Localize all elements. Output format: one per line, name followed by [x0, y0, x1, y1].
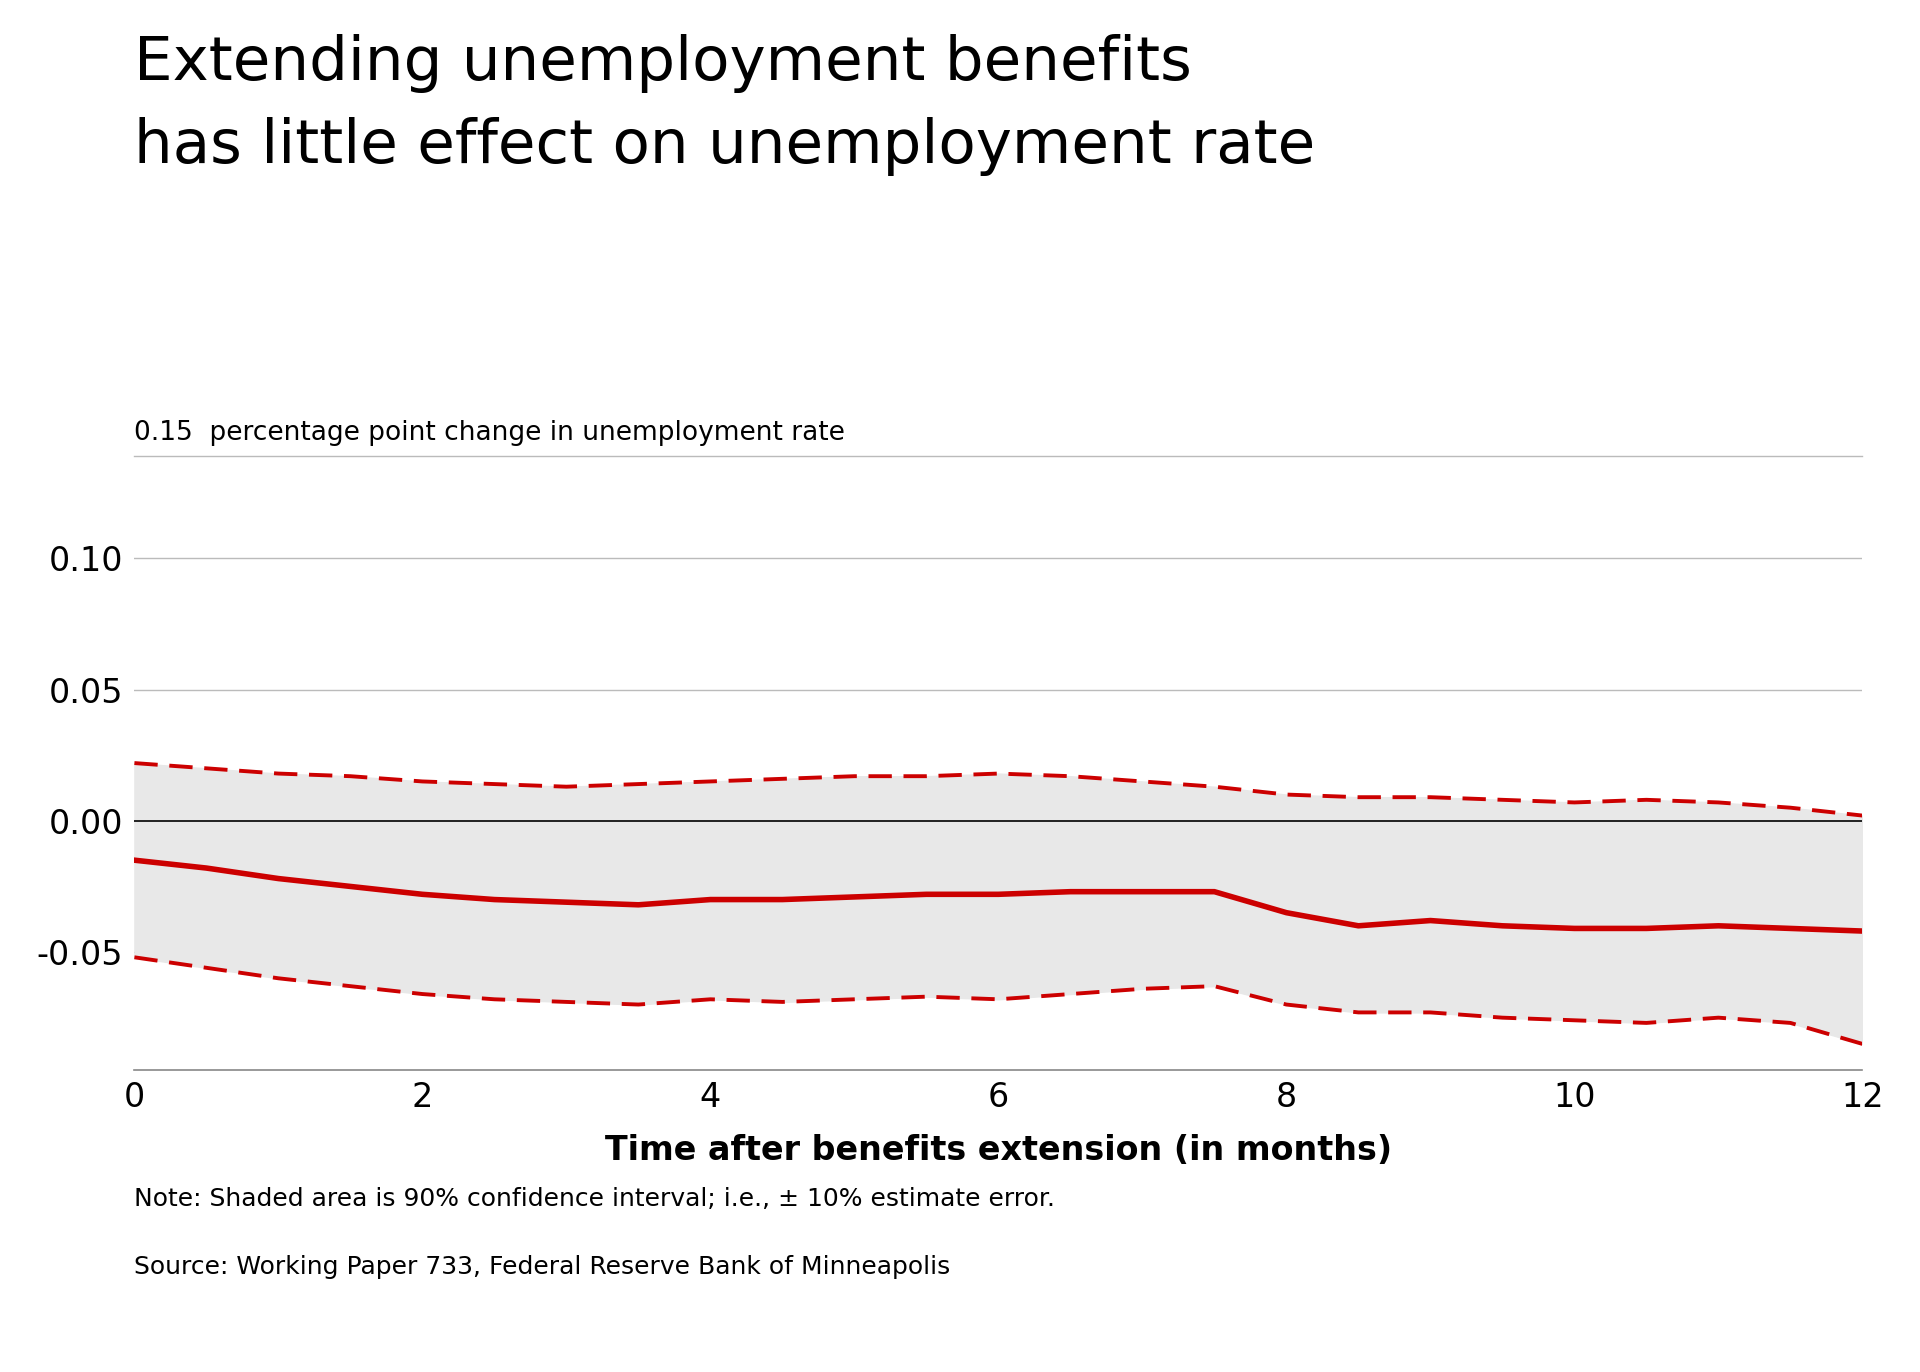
- X-axis label: Time after benefits extension (in months): Time after benefits extension (in months…: [605, 1133, 1392, 1166]
- Text: has little effect on unemployment rate: has little effect on unemployment rate: [134, 117, 1315, 176]
- Text: Extending unemployment benefits: Extending unemployment benefits: [134, 34, 1192, 93]
- Text: 0.15  percentage point change in unemployment rate: 0.15 percentage point change in unemploy…: [134, 420, 845, 446]
- Text: Note: Shaded area is 90% confidence interval; i.e., ± 10% estimate error.: Note: Shaded area is 90% confidence inte…: [134, 1187, 1056, 1210]
- Text: Source: Working Paper 733, Federal Reserve Bank of Minneapolis: Source: Working Paper 733, Federal Reser…: [134, 1255, 950, 1279]
